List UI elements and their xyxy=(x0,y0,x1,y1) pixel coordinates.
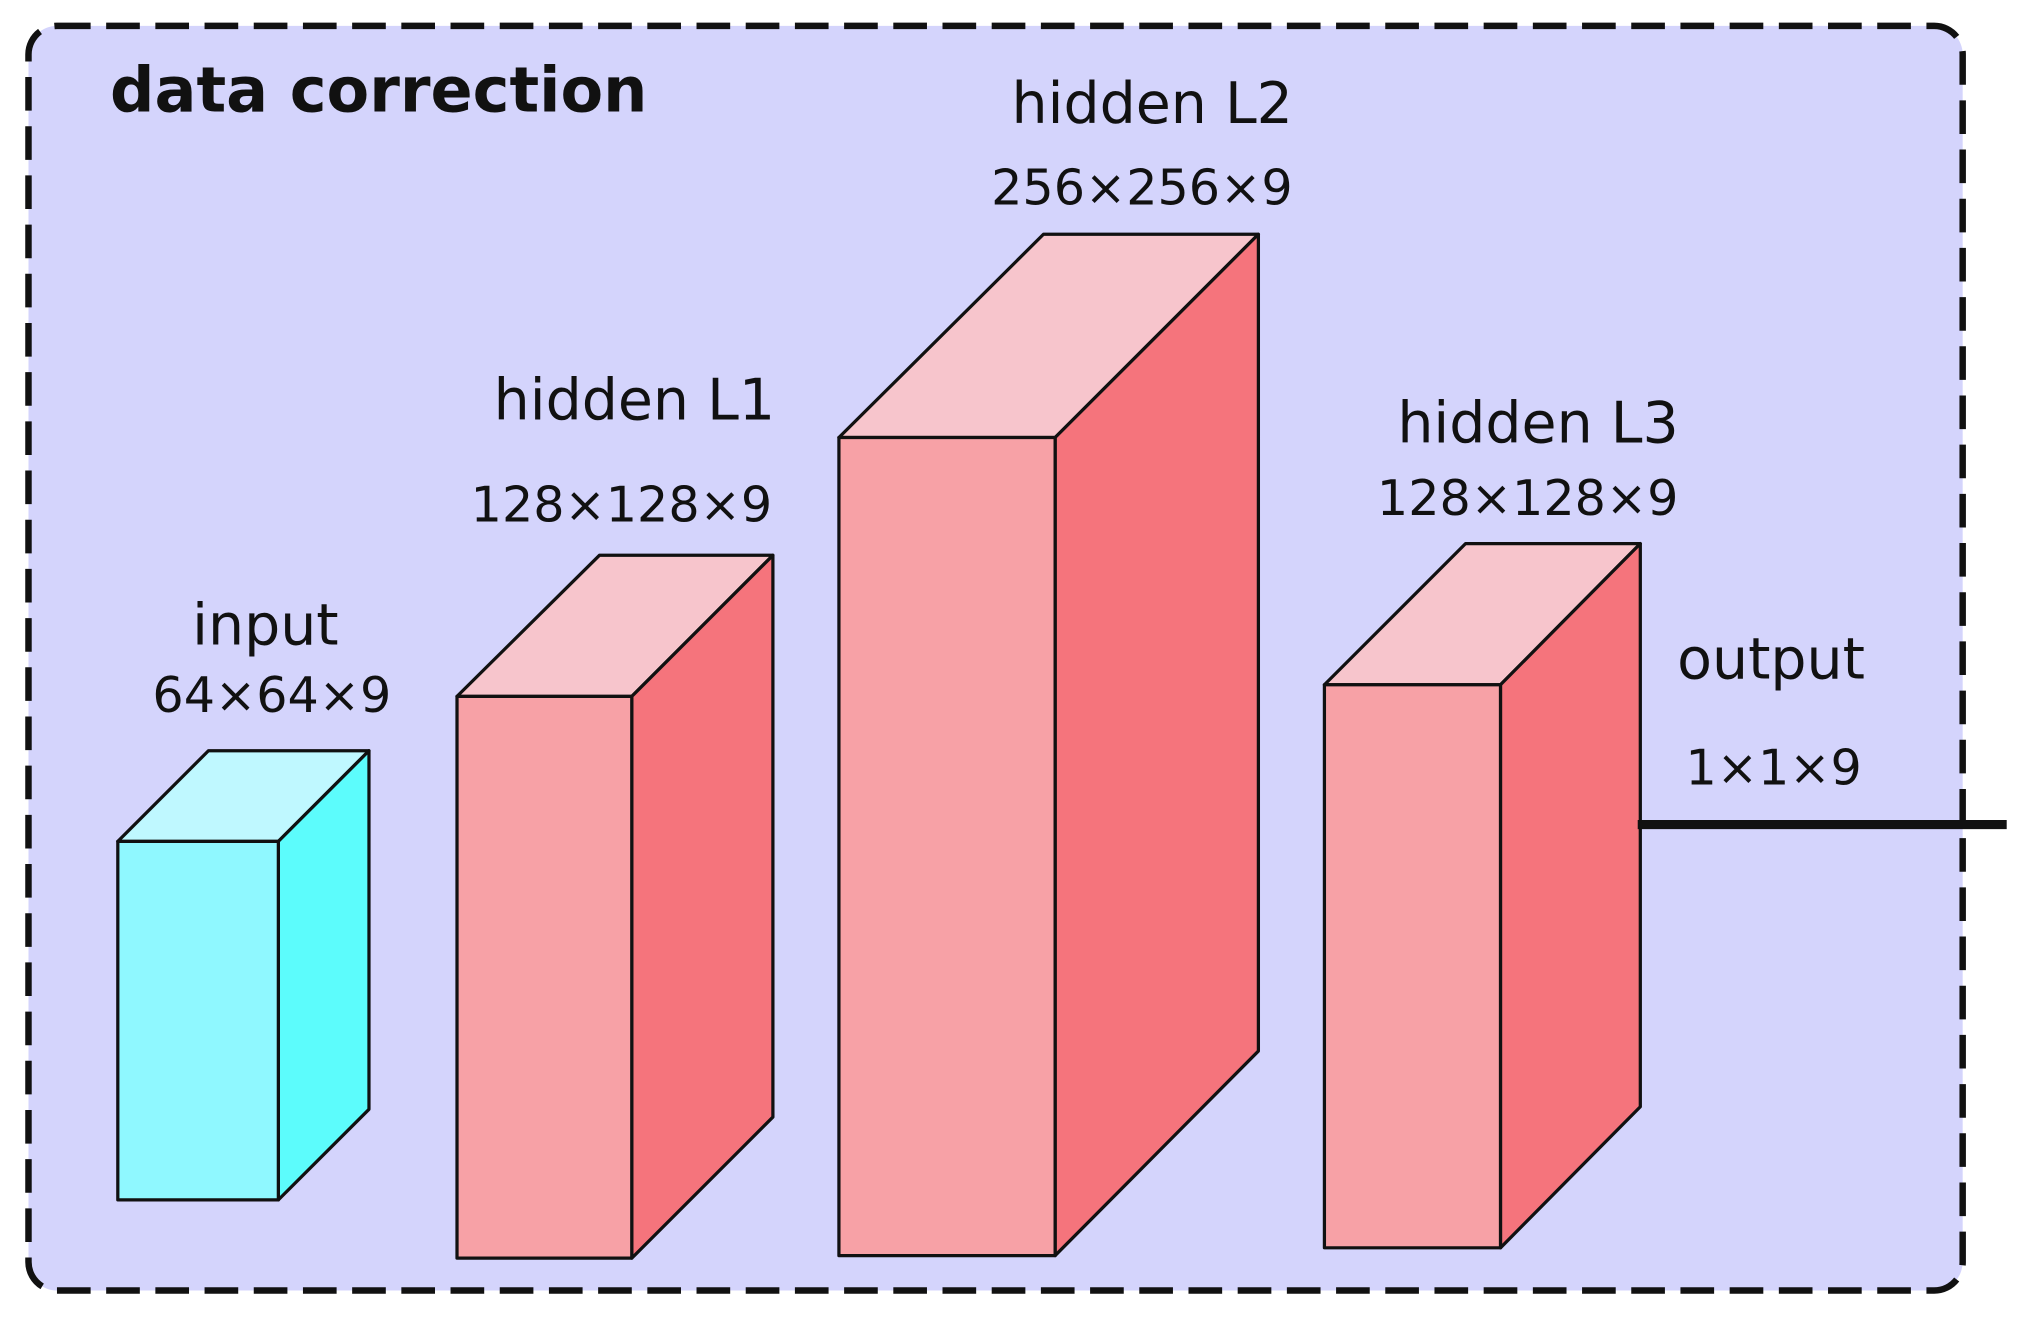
layer-label: output xyxy=(1677,626,1865,692)
input-block xyxy=(116,749,371,1202)
layer-size: 64×64×9 xyxy=(152,666,391,724)
layer-size: 128×128×9 xyxy=(471,476,773,534)
layer-label: hidden L3 xyxy=(1397,391,1678,457)
hidden-l3-block xyxy=(1322,542,1642,1250)
group-title: data correction xyxy=(110,53,647,126)
hidden-l1-block xyxy=(455,553,775,1260)
hidden-l2-block xyxy=(837,232,1261,1258)
layer-label: input xyxy=(192,593,338,659)
layer-size: 256×256×9 xyxy=(991,159,1293,217)
layer-label: hidden L2 xyxy=(1012,71,1293,137)
layer-label: hidden L1 xyxy=(494,367,775,433)
layer-size: 1×1×9 xyxy=(1685,738,1861,796)
layer-size: 128×128×9 xyxy=(1377,469,1679,527)
